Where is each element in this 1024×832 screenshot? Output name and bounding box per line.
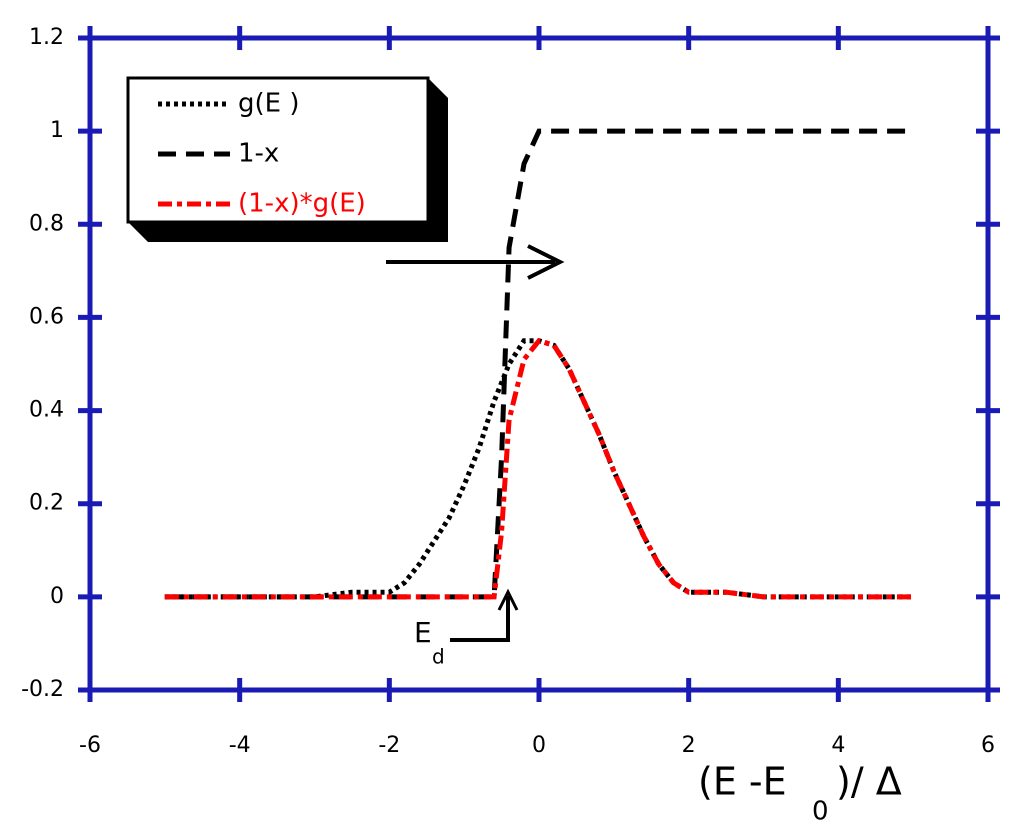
- y-tick-label: 0: [50, 584, 64, 609]
- x-tick-label: 4: [831, 733, 845, 758]
- x-tick-label: -2: [378, 733, 400, 758]
- legend-label: g(E ): [238, 89, 299, 119]
- legend-label: (1-x)*g(E): [238, 189, 366, 219]
- x-tick-label: 6: [981, 733, 995, 758]
- annotation: E: [414, 616, 432, 649]
- arrow-head: [527, 244, 565, 280]
- y-tick-label: 0.4: [29, 398, 64, 423]
- x-tick-label: 0: [532, 733, 546, 758]
- x-tick-label: -4: [229, 733, 251, 758]
- y-tick-label: 0.6: [29, 304, 64, 329]
- x-axis-label: (E -E: [698, 760, 787, 804]
- x-axis-label-sub: 0: [812, 797, 829, 827]
- y-tick-label: 0.8: [29, 211, 64, 236]
- y-tick-label: 0.2: [29, 491, 64, 516]
- x-tick-label: -6: [79, 733, 101, 758]
- series-line: [164, 337, 914, 600]
- y-tick-label: -0.2: [21, 677, 64, 702]
- y-tick-label: 1.2: [29, 25, 64, 50]
- arrow-head: [497, 588, 519, 611]
- series-line: [164, 338, 914, 600]
- annotation-sub: d: [432, 645, 445, 669]
- plot-frame: [87, 35, 991, 693]
- x-axis-label-tail: )/ Δ: [836, 760, 902, 804]
- legend-label: 1-x: [238, 139, 279, 169]
- y-tick-label: 1: [50, 118, 64, 143]
- x-tick-label: 2: [682, 733, 696, 758]
- arrow: [450, 596, 510, 642]
